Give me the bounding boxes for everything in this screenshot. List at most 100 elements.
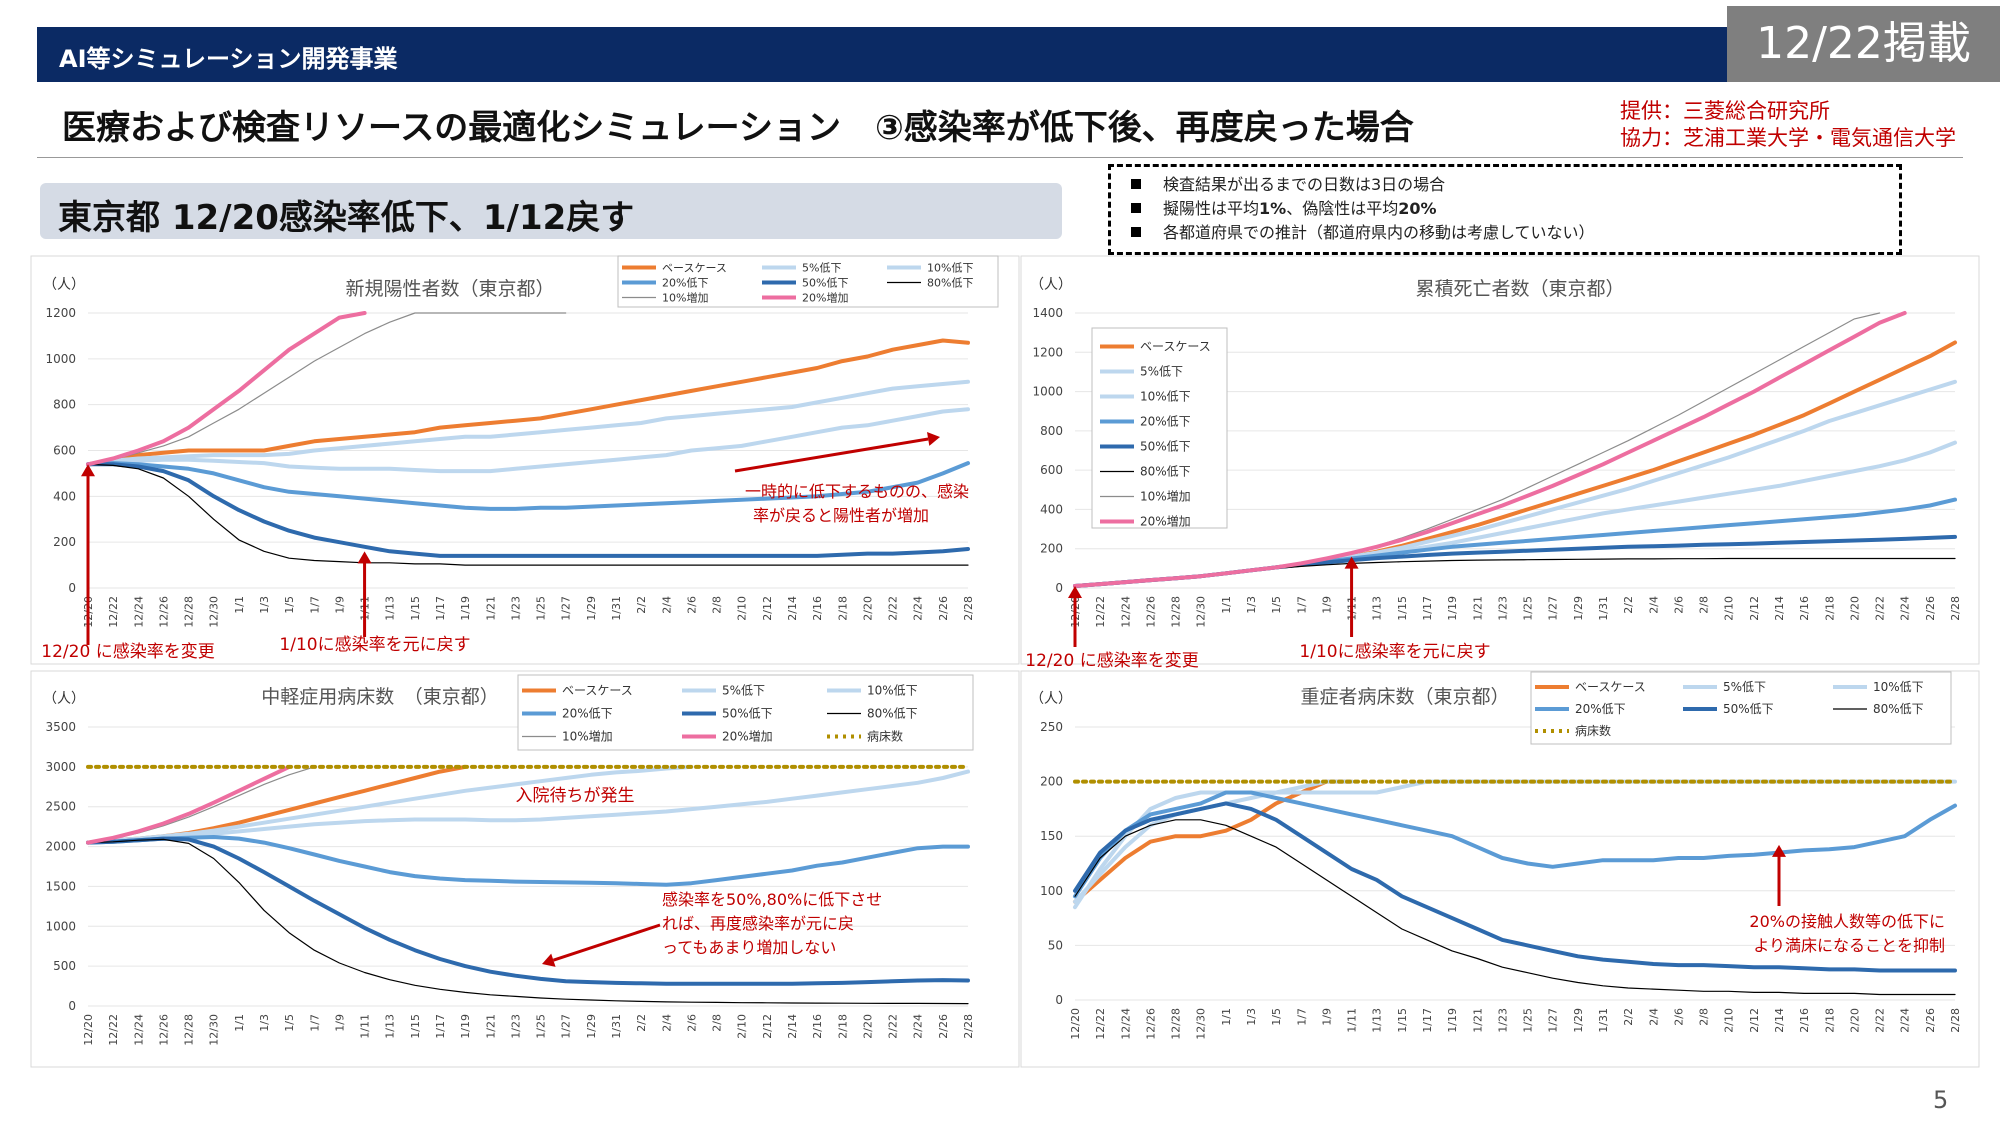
- series-line-low80: [1074, 557, 1956, 587]
- x-tick-label: 1/21: [484, 1014, 497, 1039]
- x-tick-label: 2/24: [912, 596, 925, 621]
- legend-label: ベースケース: [562, 684, 633, 698]
- x-tick-label: 12/24: [1119, 596, 1132, 628]
- x-tick-label: 12/24: [132, 596, 145, 628]
- y-tick-label: 200: [53, 535, 76, 549]
- x-tick-label: 2/20: [1848, 596, 1861, 621]
- annotation-rate-change: 12/20 に感染率を変更: [41, 642, 214, 662]
- x-tick-label: 2/2: [635, 1014, 648, 1032]
- x-tick-label: 12/24: [132, 1014, 145, 1046]
- legend-label: ベースケース: [662, 262, 727, 275]
- y-tick-label: 500: [53, 959, 76, 973]
- chart-new-positive-svg: 020040060080010001200（人）12/2012/2212/241…: [30, 255, 1020, 665]
- legend-label: 10%低下: [1873, 680, 1924, 694]
- x-tick-label: 1/19: [1446, 596, 1459, 621]
- x-tick-label: 1/23: [509, 596, 522, 621]
- legend-label: 50%低下: [802, 277, 848, 290]
- x-tick-label: 1/11: [1346, 1008, 1359, 1033]
- x-tick-label: 2/16: [1798, 596, 1811, 621]
- bullet-square-icon: [1131, 179, 1141, 189]
- x-tick-label: 2/6: [1672, 1008, 1685, 1026]
- x-tick-label: 2/24: [1899, 1008, 1912, 1033]
- legend-label: 10%増加: [562, 730, 613, 744]
- x-tick-label: 1/7: [308, 1014, 321, 1032]
- x-tick-label: 1/31: [1597, 1008, 1610, 1033]
- series-line-low50: [1073, 801, 1957, 973]
- x-tick-label: 12/30: [208, 1014, 221, 1046]
- x-tick-label: 2/16: [811, 1014, 824, 1039]
- annotation-effect-line2: れば、再度感染率が元に戻: [662, 914, 854, 933]
- x-tick-label: 1/27: [1547, 596, 1560, 621]
- note-text: 擬陽性は平均: [1163, 199, 1260, 218]
- legend-label: 5%低下: [722, 684, 765, 698]
- x-tick-label: 2/10: [736, 596, 749, 621]
- note-text: 各都道府県での推計（都道府県内の移動は考慮していない）: [1163, 223, 1595, 242]
- x-tick-label: 1/25: [1522, 1008, 1535, 1033]
- x-tick-label: 1/1: [233, 596, 246, 614]
- x-tick-label: 1/1: [233, 1014, 246, 1032]
- x-tick-label: 12/30: [1195, 1008, 1208, 1040]
- x-tick-label: 2/18: [1823, 1008, 1836, 1033]
- x-tick-label: 12/28: [1170, 1008, 1183, 1040]
- legend-label: 5%低下: [1140, 365, 1183, 379]
- series-line-low80: [87, 838, 969, 1005]
- series-line-up20: [86, 764, 292, 845]
- series-line-low5: [86, 764, 694, 845]
- divider: [37, 157, 1963, 158]
- x-tick-label: 2/12: [761, 596, 774, 621]
- y-tick-label: 0: [68, 999, 76, 1013]
- chart-frame: [30, 670, 1020, 1068]
- x-tick-label: 1/23: [1496, 596, 1509, 621]
- legend-label: 80%低下: [1140, 465, 1191, 479]
- x-tick-label: 2/16: [1798, 1008, 1811, 1033]
- legend-label: 5%低下: [802, 262, 841, 275]
- note-item: 各都道府県での推計（都道府県内の移動は考慮していない）: [1131, 221, 1899, 245]
- chart-frame: [1020, 255, 1980, 665]
- y-tick-label: 200: [1040, 542, 1063, 556]
- x-tick-label: 2/26: [1924, 1008, 1937, 1033]
- y-tick-label: 50: [1048, 938, 1063, 952]
- x-tick-label: 1/31: [1597, 596, 1610, 621]
- x-tick-label: 2/4: [660, 1014, 673, 1032]
- note-item: 検査結果が出るまでの日数は3日の場合: [1131, 173, 1899, 197]
- annotation-rate-restore: 1/10に感染率を元に戻す: [1299, 642, 1490, 662]
- x-tick-label: 2/14: [786, 596, 799, 621]
- x-tick-label: 1/19: [459, 1014, 472, 1039]
- legend-label: 50%低下: [1140, 440, 1191, 454]
- chart-title: 中軽症用病床数 （東京都）: [261, 686, 499, 708]
- x-tick-label: 12/28: [1170, 596, 1183, 628]
- x-tick-label: 1/5: [283, 1014, 296, 1032]
- x-tick-label: 2/20: [861, 596, 874, 621]
- x-tick-label: 1/23: [1496, 1008, 1509, 1033]
- x-tick-label: 1/15: [1396, 1008, 1409, 1033]
- x-tick-label: 2/14: [1773, 596, 1786, 621]
- y-tick-label: 100: [1040, 884, 1063, 898]
- x-tick-label: 1/21: [1471, 1008, 1484, 1033]
- legend-label: 80%低下: [867, 707, 918, 721]
- y-tick-label: 0: [1055, 581, 1063, 595]
- legend-label: 10%低下: [1140, 390, 1191, 404]
- y-tick-label: 1000: [45, 352, 76, 366]
- y-axis-unit: （人）: [43, 691, 85, 707]
- y-axis-unit: （人）: [1030, 691, 1072, 707]
- chart-title: 新規陽性者数（東京都）: [345, 278, 554, 300]
- x-tick-label: 12/30: [1195, 596, 1208, 628]
- legend-box: [517, 674, 974, 751]
- x-tick-label: 1/19: [459, 596, 472, 621]
- chart-severe-beds-svg: 0 50 100 150 200 250 （人） 12/20 12/22 12/24 12/26 12…: [1020, 670, 1980, 1068]
- y-tick-label: 600: [1040, 463, 1063, 477]
- x-tick-label: 2/22: [1874, 1008, 1887, 1033]
- x-tick-label: 1/3: [1245, 1008, 1258, 1026]
- x-tick-label: 1/15: [409, 596, 422, 621]
- x-tick-label: 12/28: [183, 1014, 196, 1046]
- series-line-up20: [1073, 311, 1907, 588]
- x-tick-label: 1/9: [333, 1014, 346, 1032]
- x-tick-label: 12/24: [1119, 1008, 1132, 1040]
- legend-label: 20%低下: [562, 707, 613, 721]
- x-tick-label: 2/24: [1899, 596, 1912, 621]
- chart-severe-beds: 0 50 100 150 200 250 （人） 12/20 12/22 12/24 12/26 12…: [1020, 670, 1980, 1070]
- x-tick-label: 12/30: [208, 596, 221, 628]
- y-tick-label: 250: [1040, 720, 1063, 734]
- x-tick-label: 2/18: [1823, 596, 1836, 621]
- x-tick-label: 1/9: [1320, 596, 1333, 614]
